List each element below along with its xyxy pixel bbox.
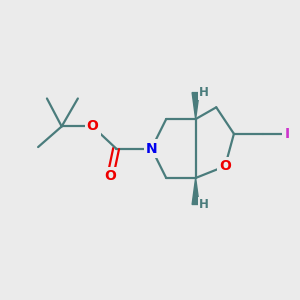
Polygon shape — [192, 93, 199, 119]
Text: O: O — [219, 159, 231, 173]
Text: N: N — [146, 142, 157, 155]
Text: I: I — [284, 127, 290, 141]
Text: O: O — [104, 169, 116, 184]
Polygon shape — [192, 178, 199, 205]
Text: O: O — [87, 119, 98, 134]
Text: H: H — [199, 86, 209, 99]
Text: H: H — [199, 198, 209, 211]
